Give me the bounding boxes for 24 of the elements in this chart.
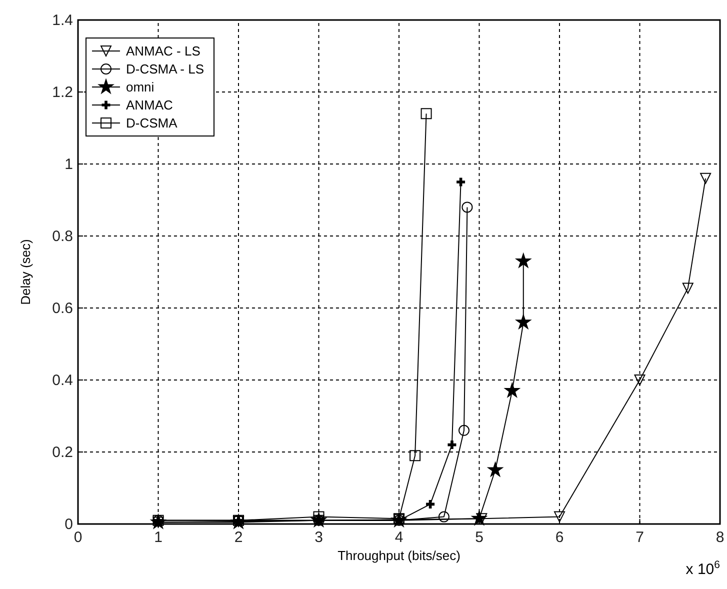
legend-label: D-CSMA — [126, 116, 178, 130]
y-tick-label: 0 — [64, 516, 73, 533]
x-tick-label: 5 — [475, 529, 484, 546]
legend-label: D-CSMA - LS — [126, 62, 204, 76]
legend-label: ANMAC - LS — [126, 44, 201, 58]
x-axis-title: Throughput (bits/sec) — [338, 548, 460, 563]
y-tick-label: 0.6 — [52, 300, 73, 317]
x-tick-label: 7 — [636, 529, 644, 546]
legend-label: omni — [126, 80, 154, 94]
y-tick-label: 1.2 — [52, 84, 73, 101]
y-tick-label: 0.4 — [52, 372, 73, 389]
y-tick-label: 1.4 — [52, 12, 73, 29]
y-tick-label: 0.2 — [52, 444, 73, 461]
y-tick-label: 1 — [64, 156, 73, 173]
x-tick-label: 6 — [555, 529, 564, 546]
x-tick-label: 3 — [314, 529, 323, 546]
x-tick-label: 4 — [394, 529, 404, 546]
x-tick-label: 2 — [234, 529, 243, 546]
y-tick-label: 0.8 — [52, 228, 73, 245]
x-tick-label: 1 — [154, 529, 162, 546]
y-axis-title: Delay (sec) — [18, 239, 33, 305]
text: x 10$^{6}$ — [686, 559, 720, 578]
legend-label: ANMAC — [126, 98, 173, 112]
x-tick-label: 8 — [716, 529, 724, 546]
